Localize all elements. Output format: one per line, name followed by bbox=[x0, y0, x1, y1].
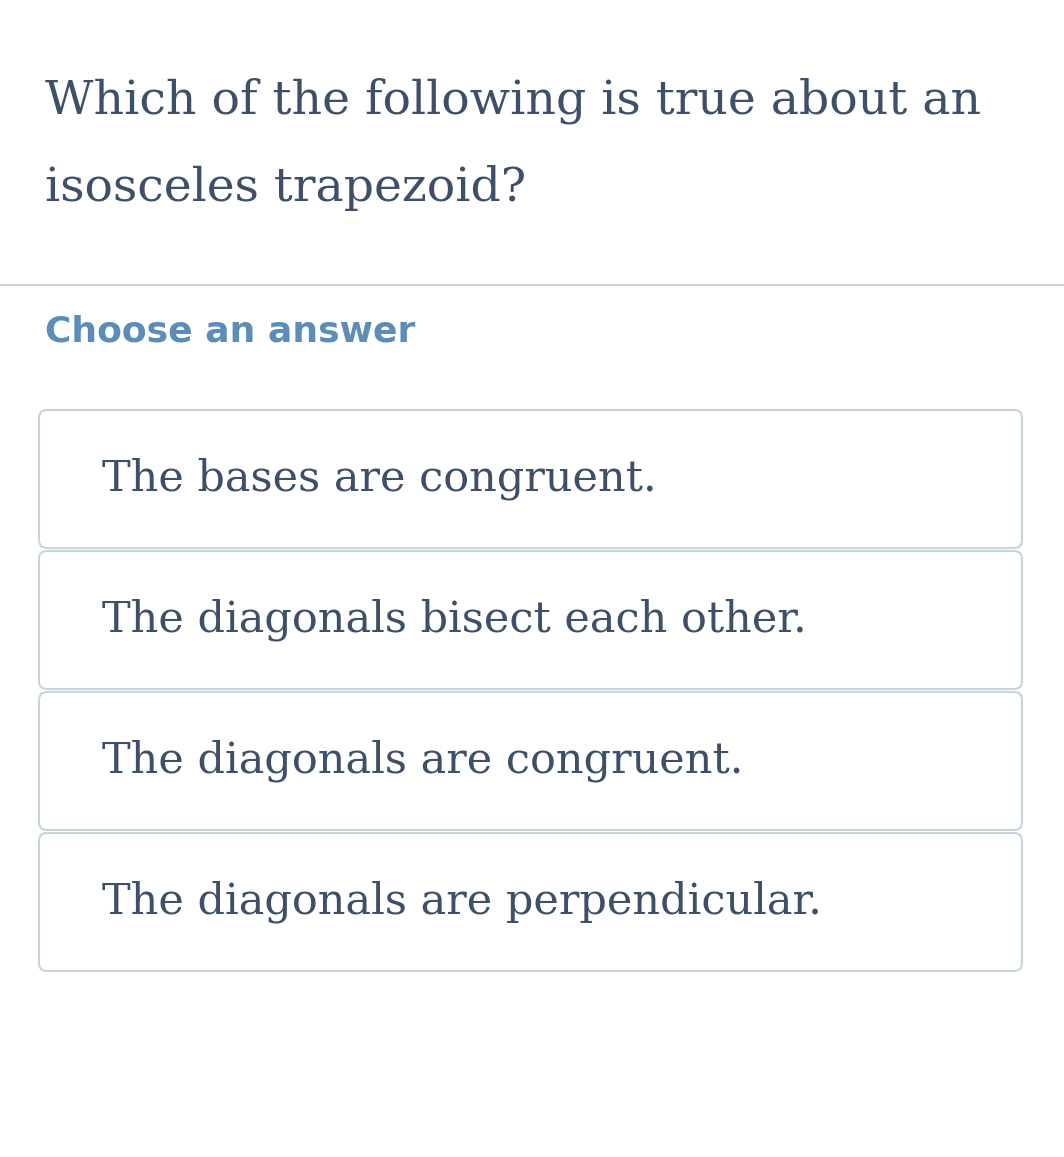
FancyBboxPatch shape bbox=[39, 692, 1023, 830]
Text: The bases are congruent.: The bases are congruent. bbox=[102, 458, 656, 500]
Text: The diagonals are congruent.: The diagonals are congruent. bbox=[102, 739, 744, 782]
Text: Which of the following is true about an: Which of the following is true about an bbox=[45, 78, 981, 125]
Text: isosceles trapezoid?: isosceles trapezoid? bbox=[45, 165, 526, 211]
Text: The diagonals bisect each other.: The diagonals bisect each other. bbox=[102, 599, 807, 641]
FancyBboxPatch shape bbox=[39, 833, 1023, 971]
Text: Choose an answer: Choose an answer bbox=[45, 315, 415, 349]
FancyBboxPatch shape bbox=[39, 551, 1023, 690]
FancyBboxPatch shape bbox=[39, 410, 1023, 548]
Text: The diagonals are perpendicular.: The diagonals are perpendicular. bbox=[102, 880, 821, 923]
